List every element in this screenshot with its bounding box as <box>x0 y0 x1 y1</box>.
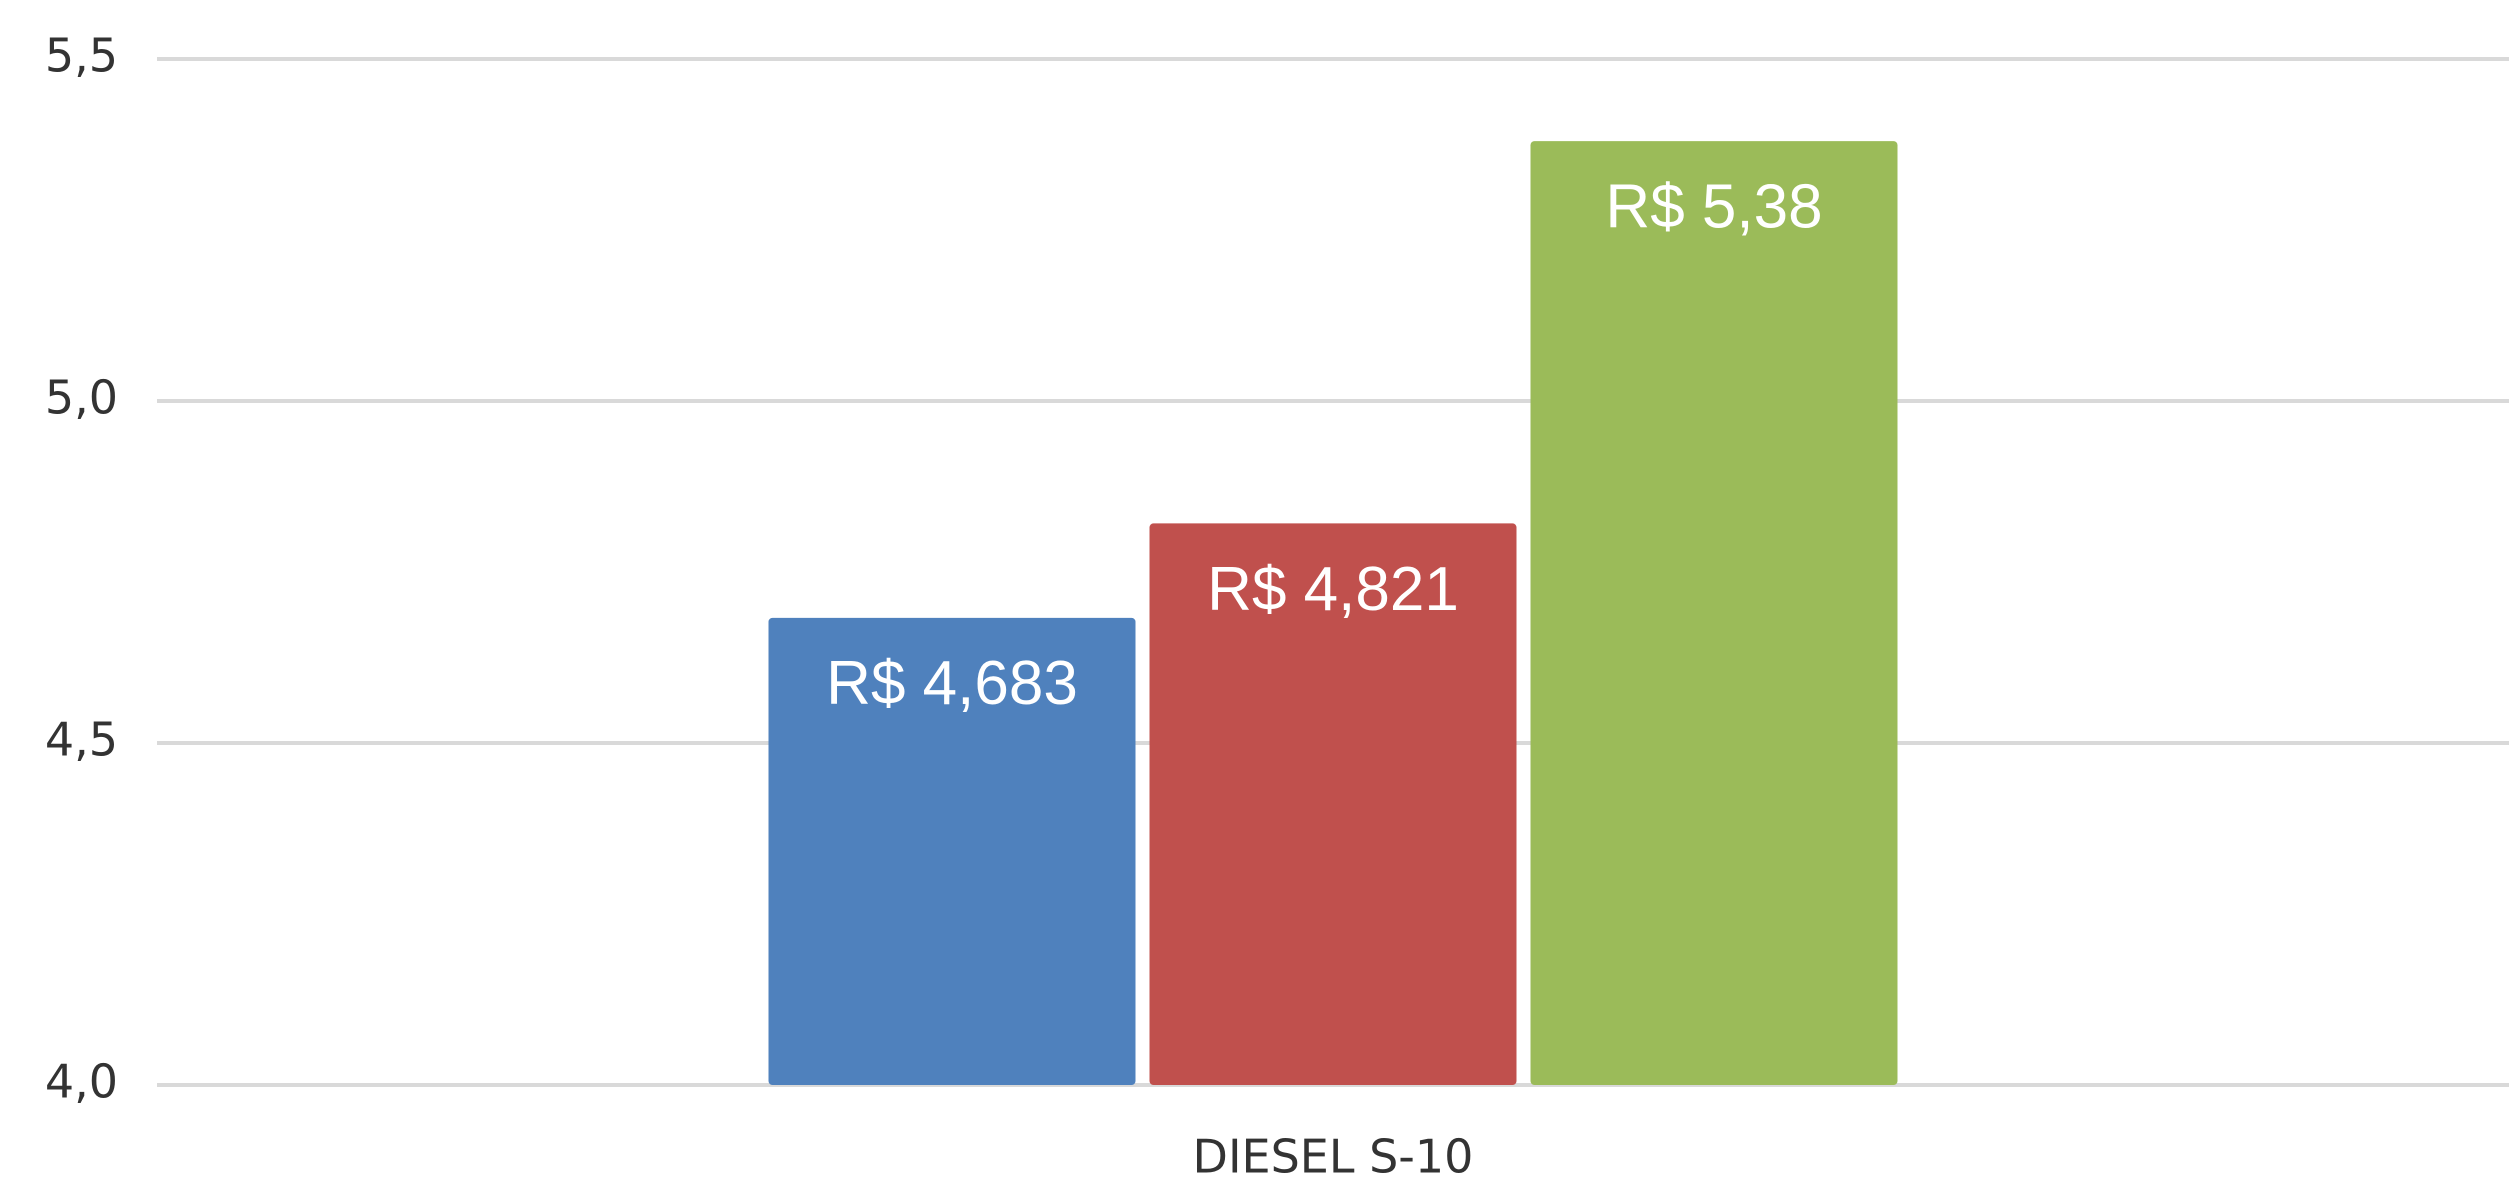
value-label: R$ 4,821 <box>1207 555 1459 624</box>
y-tick-label: 4,5 <box>45 713 118 767</box>
y-tick-label: 4,0 <box>45 1055 118 1109</box>
value-label: R$ 5,38 <box>1605 172 1822 241</box>
bar <box>768 617 1136 1085</box>
x-tick-label: DIESEL S-10 <box>1193 1130 1474 1184</box>
value-label: R$ 4,683 <box>826 649 1078 718</box>
bar <box>1530 141 1898 1085</box>
y-tick-label: 5,0 <box>45 371 118 425</box>
y-tick-label: 5,5 <box>45 29 118 83</box>
bar <box>1149 523 1517 1085</box>
